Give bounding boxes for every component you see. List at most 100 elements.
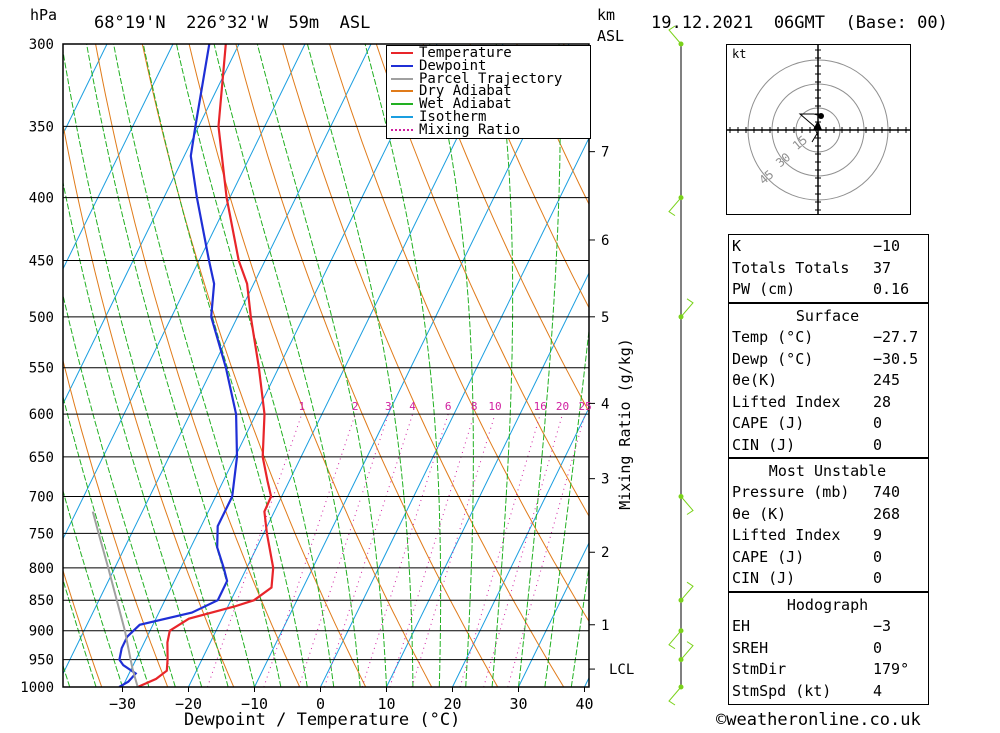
wind-barb [668, 686, 682, 706]
x-tick-label: 10 [377, 695, 395, 713]
row-label: CAPE (J) [732, 547, 805, 566]
isotherm-line [122, 44, 438, 687]
mixing-ratio-line [206, 414, 303, 687]
wet-adiabat-line [63, 489, 123, 687]
legend-item: Dewpoint [391, 57, 487, 74]
storm-motion-marker [813, 120, 822, 130]
row-label: θe (K) [732, 504, 787, 523]
row-value: 179° [873, 660, 910, 679]
surface-title: Surface [795, 307, 860, 325]
table-row: K −10 [732, 236, 927, 257]
row-label: Totals Totals [732, 258, 850, 277]
mixing-ratio-line [263, 414, 356, 687]
isotherm-line [63, 44, 372, 675]
row-label: CIN (J) [732, 436, 796, 454]
x-tick-label: 0 [316, 695, 325, 713]
row-value: 37 [873, 258, 892, 277]
asl-unit-label: ASL [597, 27, 625, 45]
legend-label: Dewpoint [419, 57, 487, 74]
row-label: StmDir [732, 660, 787, 679]
table-row: CAPE (J) 0 [732, 547, 927, 568]
station-location: 68°19'N 226°32'W 59m ASL [94, 13, 371, 33]
legend-label: Wet Adiabat [419, 96, 512, 113]
dry-adiabat-line [469, 44, 589, 309]
table-row: StmSpd (kt) 4 [732, 681, 927, 702]
mixing-ratio-line [361, 414, 449, 687]
row-label: PW (cm) [732, 280, 796, 299]
most-unstable-box [728, 457, 929, 593]
x-tick-label: 20 [443, 695, 461, 713]
km-tick-label: 2 [601, 545, 609, 561]
pressure-tick-label: 800 [29, 561, 54, 577]
legend-swatch [391, 64, 413, 67]
legend-item: Parcel Trajectory [391, 70, 563, 87]
dry-adiabat-line [235, 44, 499, 687]
temperature-profile-line [137, 44, 275, 687]
pressure-tick-label: 750 [29, 526, 54, 542]
legend-swatch [391, 90, 413, 93]
surface-box [728, 302, 929, 459]
mixing-ratio-label: 20 [556, 400, 569, 413]
km-tick-label: 5 [601, 310, 609, 326]
x-axis-title: Dewpoint / Temperature (°C) [184, 710, 461, 730]
row-label: EH [732, 617, 751, 635]
row-label: θe(K) [732, 371, 778, 390]
dry-adiabat-line [63, 121, 235, 687]
row-value: 28 [873, 392, 892, 411]
plot-frame [62, 43, 590, 688]
x-tick-label: 40 [575, 695, 593, 713]
isotherm-line [518, 541, 589, 687]
pressure-tick-label: 900 [29, 624, 54, 640]
dry-adiabat-line [938, 44, 1000, 687]
legend-swatch [391, 77, 413, 80]
legend-label: Parcel Trajectory [419, 70, 563, 87]
mixing-ratio-label: 6 [445, 400, 452, 413]
wind-barb [680, 641, 694, 660]
mixing-ratio-label: 4 [409, 400, 416, 413]
mixing-ratio-line [324, 414, 414, 687]
table-row: PW (cm) 0.16 [732, 279, 927, 300]
km-tick-label: 3 [601, 472, 609, 488]
table-row: θe(K) 245 [732, 370, 927, 391]
dry-adiabat-line [422, 44, 589, 413]
table-row: CIN (J) 0 [732, 435, 927, 456]
legend-swatch [391, 103, 413, 106]
mixing-ratio-label: 16 [534, 400, 547, 413]
pressure-tick-label: 1000 [20, 680, 54, 696]
mixing-ratio-label: 8 [471, 400, 478, 413]
table-row: Temp (°C) −27.7 [732, 327, 927, 348]
row-label: CAPE (J) [732, 414, 805, 433]
row-value: −10 [873, 237, 901, 255]
row-value: 0 [873, 638, 883, 657]
km-unit-label: km [597, 6, 616, 24]
row-value: 0 [873, 569, 883, 588]
wet-adiabat-line [429, 44, 474, 687]
row-label: K [732, 237, 742, 255]
row-value: −27.7 [873, 328, 919, 346]
isotherm-line [254, 44, 570, 687]
parcel-trajectory-line [91, 511, 139, 687]
wet-adiabat-line [491, 44, 514, 687]
row-label: Lifted Index [732, 526, 841, 545]
x-tick-label: −20 [175, 695, 202, 713]
wind-barb [680, 581, 694, 601]
storm-motion-arrow [811, 131, 819, 143]
row-value: 4 [873, 681, 883, 700]
legend-item: Wet Adiabat [391, 96, 512, 113]
row-label: SREH [732, 638, 769, 657]
pressure-tick-label: 700 [29, 490, 54, 506]
dry-adiabat-line [63, 358, 169, 687]
legend-label: Dry Adiabat [419, 83, 512, 100]
row-value: 740 [873, 483, 901, 501]
row-label: CIN (J) [732, 569, 796, 588]
hodograph-table-box [728, 591, 929, 705]
wind-barb [668, 630, 682, 650]
row-label: StmSpd (kt) [732, 681, 832, 700]
table-row: Dewp (°C) −30.5 [732, 349, 927, 370]
row-value: 268 [873, 504, 901, 523]
pressure-tick-label: 500 [29, 310, 54, 326]
most-unstable-title: Most Unstable [768, 462, 887, 480]
mixing-ratio-label: 10 [488, 400, 501, 413]
dry-adiabat-line [63, 568, 103, 687]
